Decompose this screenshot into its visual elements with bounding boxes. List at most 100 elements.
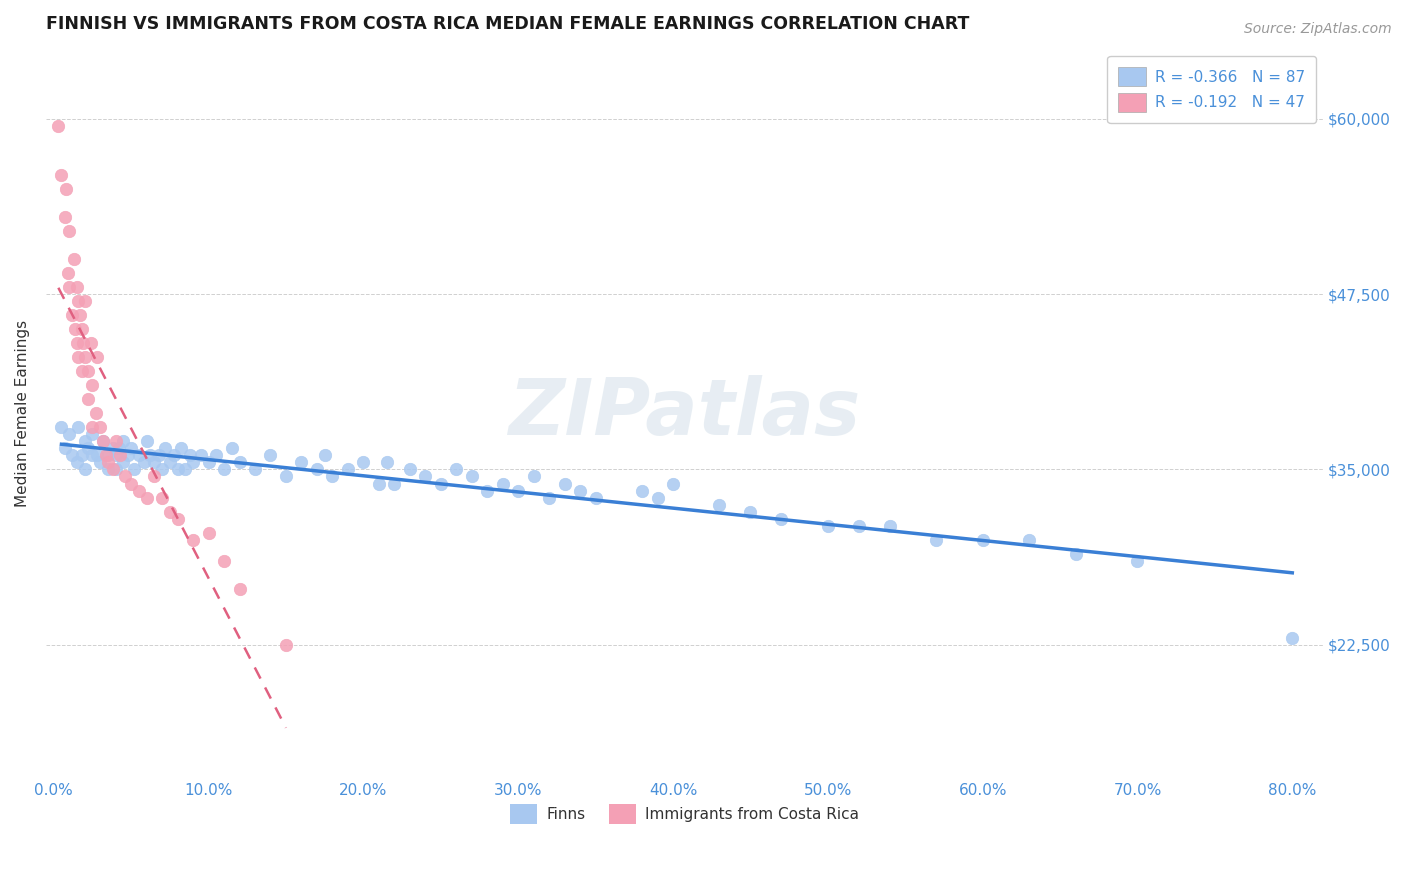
Point: [86, 350, 108, 364]
Point: [817, 518, 839, 533]
Point: [58, 427, 80, 442]
Point: [212, 462, 235, 476]
Point: [76, 392, 98, 407]
Point: [110, 449, 132, 463]
Point: [66, 280, 89, 294]
Point: [53, 210, 76, 224]
Point: [148, 449, 170, 463]
Text: ZIPatlas: ZIPatlas: [509, 376, 860, 451]
Point: [73, 434, 96, 449]
Point: [132, 455, 155, 469]
Point: [163, 449, 186, 463]
Point: [143, 455, 166, 469]
Point: [67, 350, 90, 364]
Point: [82, 378, 104, 392]
Point: [135, 434, 157, 449]
Point: [82, 449, 104, 463]
Point: [740, 505, 762, 519]
Point: [60, 449, 83, 463]
Point: [58, 280, 80, 294]
Point: [60, 308, 83, 322]
Point: [228, 455, 250, 469]
Point: [197, 455, 219, 469]
Point: [1126, 554, 1149, 568]
Point: [135, 491, 157, 505]
Point: [153, 442, 176, 456]
Point: [190, 449, 212, 463]
Point: [508, 483, 530, 498]
Point: [122, 462, 145, 476]
Point: [274, 469, 297, 483]
Point: [65, 322, 87, 336]
Point: [53, 442, 76, 456]
Point: [107, 442, 129, 456]
Point: [112, 455, 135, 469]
Point: [221, 442, 243, 456]
Point: [879, 518, 901, 533]
Point: [80, 336, 103, 351]
Point: [120, 476, 142, 491]
Point: [367, 476, 389, 491]
Point: [51, 420, 73, 434]
Point: [67, 294, 90, 309]
Point: [97, 455, 120, 469]
Point: [73, 462, 96, 476]
Point: [446, 462, 468, 476]
Point: [554, 476, 576, 491]
Legend: Finns, Immigrants from Costa Rica: Finns, Immigrants from Costa Rica: [498, 792, 872, 837]
Point: [104, 462, 127, 476]
Point: [89, 420, 111, 434]
Point: [159, 505, 181, 519]
Point: [91, 434, 114, 449]
Point: [128, 449, 150, 463]
Point: [69, 308, 91, 322]
Point: [120, 442, 142, 456]
Point: [181, 533, 204, 547]
Point: [138, 449, 160, 463]
Point: [305, 462, 328, 476]
Point: [114, 469, 136, 483]
Point: [492, 476, 515, 491]
Point: [97, 449, 120, 463]
Point: [709, 498, 731, 512]
Point: [631, 483, 654, 498]
Point: [647, 491, 669, 505]
Point: [67, 420, 90, 434]
Point: [166, 511, 188, 525]
Point: [104, 449, 127, 463]
Y-axis label: Median Female Earnings: Median Female Earnings: [15, 319, 30, 507]
Point: [73, 294, 96, 309]
Point: [117, 449, 139, 463]
Point: [128, 483, 150, 498]
Point: [104, 434, 127, 449]
Point: [228, 582, 250, 596]
Point: [150, 491, 173, 505]
Point: [82, 420, 104, 434]
Point: [76, 442, 98, 456]
Point: [352, 455, 374, 469]
Point: [461, 469, 484, 483]
Point: [569, 483, 592, 498]
Point: [336, 462, 359, 476]
Point: [159, 455, 181, 469]
Point: [72, 336, 94, 351]
Point: [429, 476, 451, 491]
Point: [70, 364, 93, 378]
Point: [66, 455, 89, 469]
Point: [58, 224, 80, 238]
Point: [972, 533, 994, 547]
Point: [91, 434, 114, 449]
Point: [101, 462, 124, 476]
Point: [848, 518, 870, 533]
Point: [169, 442, 191, 456]
Text: Source: ZipAtlas.com: Source: ZipAtlas.com: [1244, 22, 1392, 37]
Point: [1281, 631, 1303, 645]
Point: [413, 469, 436, 483]
Point: [89, 455, 111, 469]
Point: [51, 168, 73, 182]
Point: [585, 491, 607, 505]
Point: [174, 462, 197, 476]
Point: [84, 406, 107, 420]
Point: [538, 491, 561, 505]
Point: [375, 455, 398, 469]
